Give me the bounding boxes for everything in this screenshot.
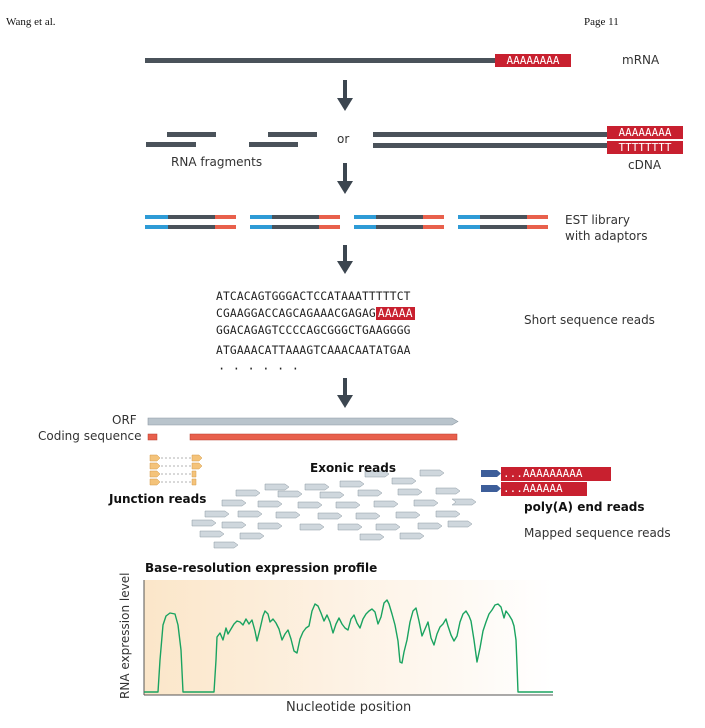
sequence-ellipsis: · · · · · ·	[218, 362, 300, 376]
rna-fragments-label: RNA fragments	[171, 155, 263, 169]
exonic-reads-label: Exonic reads	[310, 461, 397, 475]
est-fragment-4	[458, 215, 548, 229]
polya-read-2-tail: ...AAAAAA	[501, 482, 587, 496]
sequence-read-3: GGACAGAGTCCCCAGCGGGCTGAAGGGG	[216, 324, 411, 337]
flow-arrow-3	[337, 245, 353, 274]
sequence-read-2-main: CGAAGGACCAGCAGAAACGAGAG	[216, 307, 376, 320]
cdna-polyt-bottom: TTTTTTTT	[607, 141, 683, 154]
est-library-label-line1: EST library	[565, 213, 630, 227]
est-fragment-3	[354, 215, 444, 229]
orf-bar	[147, 417, 459, 426]
y-axis-label: RNA expression level	[118, 572, 132, 699]
polya-read-2	[481, 485, 501, 492]
sequence-read-2: CGAAGGACCAGCAGAAACGAGAG AAAAA	[216, 307, 415, 320]
short-reads-label: Short sequence reads	[524, 313, 655, 327]
polya-read-1	[481, 470, 501, 477]
sequence-read-2-polya: AAAAA	[375, 307, 415, 320]
junction-reads-label: Junction reads	[109, 492, 207, 506]
est-library	[145, 215, 548, 229]
orf-label: ORF	[112, 413, 137, 427]
rna-fragments	[146, 132, 317, 147]
header-page-number: Page 11	[584, 16, 619, 28]
mapped-reads-label: Mapped sequence reads	[524, 526, 671, 540]
cdna-polya-top: AAAAAAAA	[607, 126, 683, 139]
sequence-read-4: ATGAAACATTAAAGTCAAACAATATGAA	[216, 344, 411, 357]
polya-end-reads-label: poly(A) end reads	[524, 500, 645, 514]
flow-arrow-2	[337, 163, 353, 194]
flow-arrow-1	[337, 80, 353, 111]
or-label: or	[337, 132, 350, 146]
coding-sequence-label: Coding sequence	[38, 429, 142, 443]
polya-read-1-tail: ...AAAAAAAAA	[501, 467, 611, 481]
cdna-strands	[373, 132, 607, 148]
coding-segment-short	[147, 433, 158, 441]
mrna-label: mRNA	[622, 53, 660, 67]
est-library-label-line2: with adaptors	[565, 229, 648, 243]
junction-reads	[149, 454, 203, 486]
flow-arrow-4	[337, 378, 353, 408]
mrna-polya-tail: AAAAAAAA	[495, 54, 571, 67]
profile-background	[144, 580, 553, 695]
x-axis-label: Nucleotide position	[286, 700, 412, 715]
expression-profile-line	[144, 599, 553, 693]
exonic-reads	[191, 469, 477, 549]
est-fragment-1	[145, 215, 236, 229]
coding-segment-long	[189, 433, 458, 441]
header-author: Wang et al.	[6, 16, 56, 28]
est-fragment-2	[250, 215, 340, 229]
cdna-label: cDNA	[628, 158, 662, 172]
mrna-strand	[145, 58, 495, 63]
sequence-read-1: ATCACAGTGGGACTCCATAAATTTTTCT	[216, 290, 411, 303]
profile-title: Base-resolution expression profile	[145, 561, 378, 575]
